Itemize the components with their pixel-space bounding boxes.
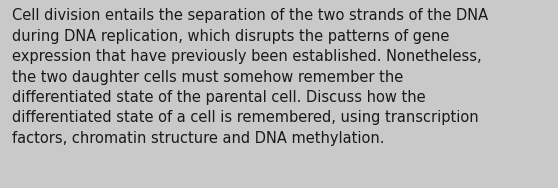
Text: Cell division entails the separation of the two strands of the DNA
during DNA re: Cell division entails the separation of … [12, 8, 488, 146]
